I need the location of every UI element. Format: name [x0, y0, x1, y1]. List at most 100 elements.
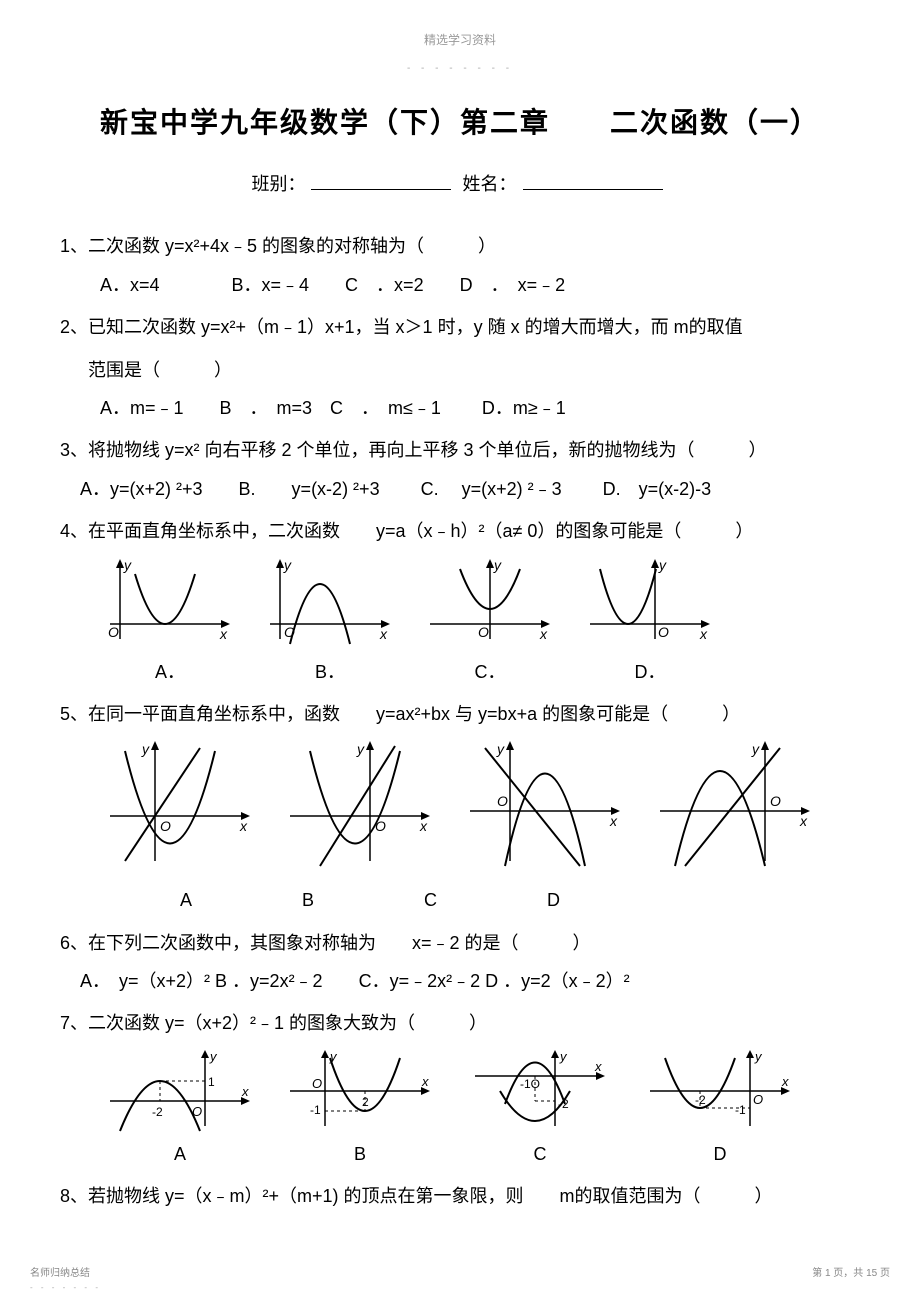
q4-d-label: D．: [635, 662, 666, 682]
q7-c-svg: y x -1O -2: [460, 1046, 620, 1136]
q5-b: y x O: [280, 736, 440, 878]
q5-graphs: y x O y x O: [100, 736, 860, 878]
q7-text: 7、二次函数 y=（x+2）²﹣1 的图象大致为（ ）: [60, 1007, 860, 1039]
q5-b-label: B: [302, 884, 314, 916]
q7-a-svg: y x O 1 -2: [100, 1046, 260, 1136]
q7-b-label: B: [354, 1144, 366, 1164]
q7-a-label: A: [174, 1144, 186, 1164]
q2-text-a: 2、已知二次函数 y=x²+（m﹣1）x+1，当 x＞1 时，y 随 x 的增大…: [60, 311, 860, 343]
q7-c-label: C: [534, 1144, 547, 1164]
q8-text: 8、若抛物线 y=（x﹣m）²+（m+1) 的顶点在第一象限，则 m的取值范围为…: [60, 1180, 860, 1212]
svg-text:x: x: [539, 626, 548, 642]
svg-text:y: y: [123, 557, 132, 573]
svg-text:O: O: [770, 793, 781, 809]
svg-text:x: x: [609, 813, 618, 829]
footer-dots: - - - - - - -: [30, 1281, 101, 1295]
name-label: 姓名：: [463, 174, 517, 194]
svg-text:y: y: [209, 1049, 218, 1064]
watermark-top: 精选学习资料: [60, 30, 860, 52]
page-title: 新宝中学九年级数学（下）第二章 二次函数（一）: [60, 98, 860, 148]
svg-text:O: O: [497, 793, 508, 809]
q5-d: y x O: [650, 736, 820, 878]
svg-text:O: O: [658, 624, 669, 640]
svg-text:x: x: [699, 626, 708, 642]
q5-d-label: D: [547, 884, 560, 916]
q4-b: y x O B．: [260, 554, 400, 688]
q7-b-svg: y x O -1 2: [280, 1046, 440, 1136]
svg-text:-1O: -1O: [520, 1077, 540, 1091]
svg-text:x: x: [421, 1074, 429, 1089]
svg-text:-2: -2: [152, 1105, 163, 1119]
svg-text:1: 1: [208, 1075, 215, 1089]
q5-a-svg: y x O: [100, 736, 260, 876]
q7-d-label: D: [714, 1144, 727, 1164]
q4-b-svg: y x O: [260, 554, 400, 654]
svg-text:x: x: [379, 626, 388, 642]
q4-b-label: B．: [315, 662, 345, 682]
q7-graphs: y x O 1 -2 A y x O -1 2: [100, 1046, 860, 1170]
svg-text:x: x: [219, 626, 228, 642]
q4-c: y x O C．: [420, 554, 560, 688]
q5-c-svg: y x O: [460, 736, 630, 876]
svg-text:x: x: [799, 813, 808, 829]
svg-text:x: x: [781, 1074, 789, 1089]
svg-text:y: y: [751, 741, 760, 757]
q4-d: y x O D．: [580, 554, 720, 688]
svg-text:O: O: [312, 1076, 322, 1091]
name-blank[interactable]: [523, 171, 663, 190]
q3-text: 3、将抛物线 y=x² 向右平移 2 个单位，再向上平移 3 个单位后，新的抛物…: [60, 434, 860, 466]
q4-text: 4、在平面直角坐标系中，二次函数 y=a（x﹣h）²（a≠ 0）的图象可能是（ …: [60, 515, 860, 547]
q5-text: 5、在同一平面直角坐标系中，函数 y=ax²+bx 与 y=bx+a 的图象可能…: [60, 698, 860, 730]
svg-text:-1: -1: [735, 1103, 746, 1117]
q3-opts: A．y=(x+2) ²+3 B. y=(x-2) ²+3 C. y=(x+2) …: [80, 473, 860, 505]
q5-labels: A B C D: [180, 884, 860, 916]
fill-in-row: 班别： 姓名：: [60, 168, 860, 200]
q5-a: y x O: [100, 736, 260, 878]
page: 精选学习资料 - - - - - - - - 新宝中学九年级数学（下）第二章 二…: [0, 0, 920, 1301]
svg-text:O: O: [108, 624, 119, 640]
svg-text:y: y: [754, 1049, 763, 1064]
q4-c-label: C．: [475, 662, 506, 682]
q5-d-svg: y x O: [650, 736, 820, 876]
q5-a-label: A: [180, 884, 192, 916]
svg-text:y: y: [496, 741, 505, 757]
svg-text:x: x: [239, 818, 248, 834]
svg-text:-1: -1: [310, 1103, 321, 1117]
dots-top: - - - - - - - -: [60, 60, 860, 78]
q7-a: y x O 1 -2 A: [100, 1046, 260, 1170]
class-label: 班别：: [251, 174, 305, 194]
q5-c: y x O: [460, 736, 630, 878]
q2-opts: A．m=﹣1 B ． m=3 C ． m≤﹣1 D．m≥﹣1: [100, 392, 860, 424]
q7-b: y x O -1 2 B: [280, 1046, 440, 1170]
q5-b-svg: y x O: [280, 736, 440, 876]
svg-text:O: O: [160, 818, 171, 834]
svg-text:y: y: [559, 1049, 568, 1064]
q4-c-svg: y x O: [420, 554, 560, 654]
svg-text:O: O: [478, 624, 489, 640]
q7-d-svg: y x O -2 -1: [640, 1046, 800, 1136]
footer-right: 第 1 页，共 15 页: [812, 1265, 890, 1283]
class-blank[interactable]: [311, 171, 451, 190]
svg-text:y: y: [283, 557, 292, 573]
q4-graphs: y x O A． y x O B．: [100, 554, 860, 688]
svg-text:y: y: [356, 741, 365, 757]
q4-a: y x O A．: [100, 554, 240, 688]
svg-text:y: y: [141, 741, 150, 757]
q6-opts: A． y=（x+2）² B ．y=2x²﹣2 C．y=﹣2x²﹣2 D ．y=2…: [80, 965, 860, 997]
svg-text:x: x: [419, 818, 428, 834]
q5-c-label: C: [424, 884, 437, 916]
q1-text: 1、二次函数 y=x²+4x﹣5 的图象的对称轴为（ ）: [60, 230, 860, 262]
svg-text:y: y: [493, 557, 502, 573]
q4-d-svg: y x O: [580, 554, 720, 654]
q1-opts: A．x=4 B．x=﹣4 C ．x=2 D ． x=﹣2: [100, 269, 860, 301]
q4-a-svg: y x O: [100, 554, 240, 654]
svg-text:x: x: [241, 1084, 249, 1099]
q7-c: y x -1O -2 C: [460, 1046, 620, 1170]
q4-a-label: A．: [155, 662, 185, 682]
svg-text:x: x: [594, 1059, 602, 1074]
svg-text:O: O: [753, 1092, 763, 1107]
q2-text-b: 范围是（ ）: [88, 354, 860, 386]
svg-text:y: y: [658, 557, 667, 573]
q6-text: 6、在下列二次函数中，其图象对称轴为 x=﹣2 的是（ ）: [60, 927, 860, 959]
q7-d: y x O -2 -1 D: [640, 1046, 800, 1170]
